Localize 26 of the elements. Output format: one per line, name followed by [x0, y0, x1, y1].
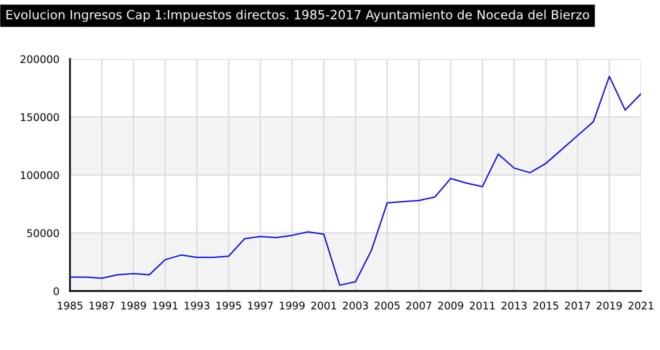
- x-tick-label: 1995: [216, 302, 241, 310]
- x-tick-label: 2021: [628, 302, 654, 310]
- y-tick-label: 200000: [20, 55, 59, 64]
- x-tick-label: 1989: [121, 302, 146, 310]
- y-tick-label: 0: [54, 287, 59, 296]
- x-tick-label: 1991: [153, 302, 178, 310]
- y-tick-label: 50000: [27, 229, 59, 238]
- x-tick-label: 1985: [58, 302, 82, 310]
- x-tick-label: 2011: [470, 302, 495, 310]
- y-tick-label: 150000: [20, 113, 59, 122]
- x-tick-label: 2017: [565, 302, 590, 310]
- x-tick-label: 2009: [438, 302, 464, 310]
- x-tick-label: 1987: [90, 302, 114, 310]
- y-tick-label: 100000: [20, 171, 59, 180]
- x-tick-label: 2005: [374, 302, 400, 310]
- x-tick-label: 2007: [406, 302, 432, 310]
- chart-title: Evolucion Ingresos Cap 1:Impuestos directos. 1985-2017 Ayuntamiento de Noceda del Bierzo: [6, 10, 590, 22]
- x-tick-label: 1997: [248, 302, 273, 310]
- x-tick-label: 1999: [280, 302, 305, 310]
- x-tick-label: 2003: [343, 302, 368, 310]
- x-tick-label: 2013: [502, 302, 527, 310]
- x-tick-label: 2015: [533, 302, 558, 310]
- x-tick-label: 1993: [184, 302, 210, 310]
- line-series: [70, 76, 641, 286]
- x-tick-label: 2019: [596, 302, 622, 310]
- x-tick-label: 2001: [311, 302, 336, 310]
